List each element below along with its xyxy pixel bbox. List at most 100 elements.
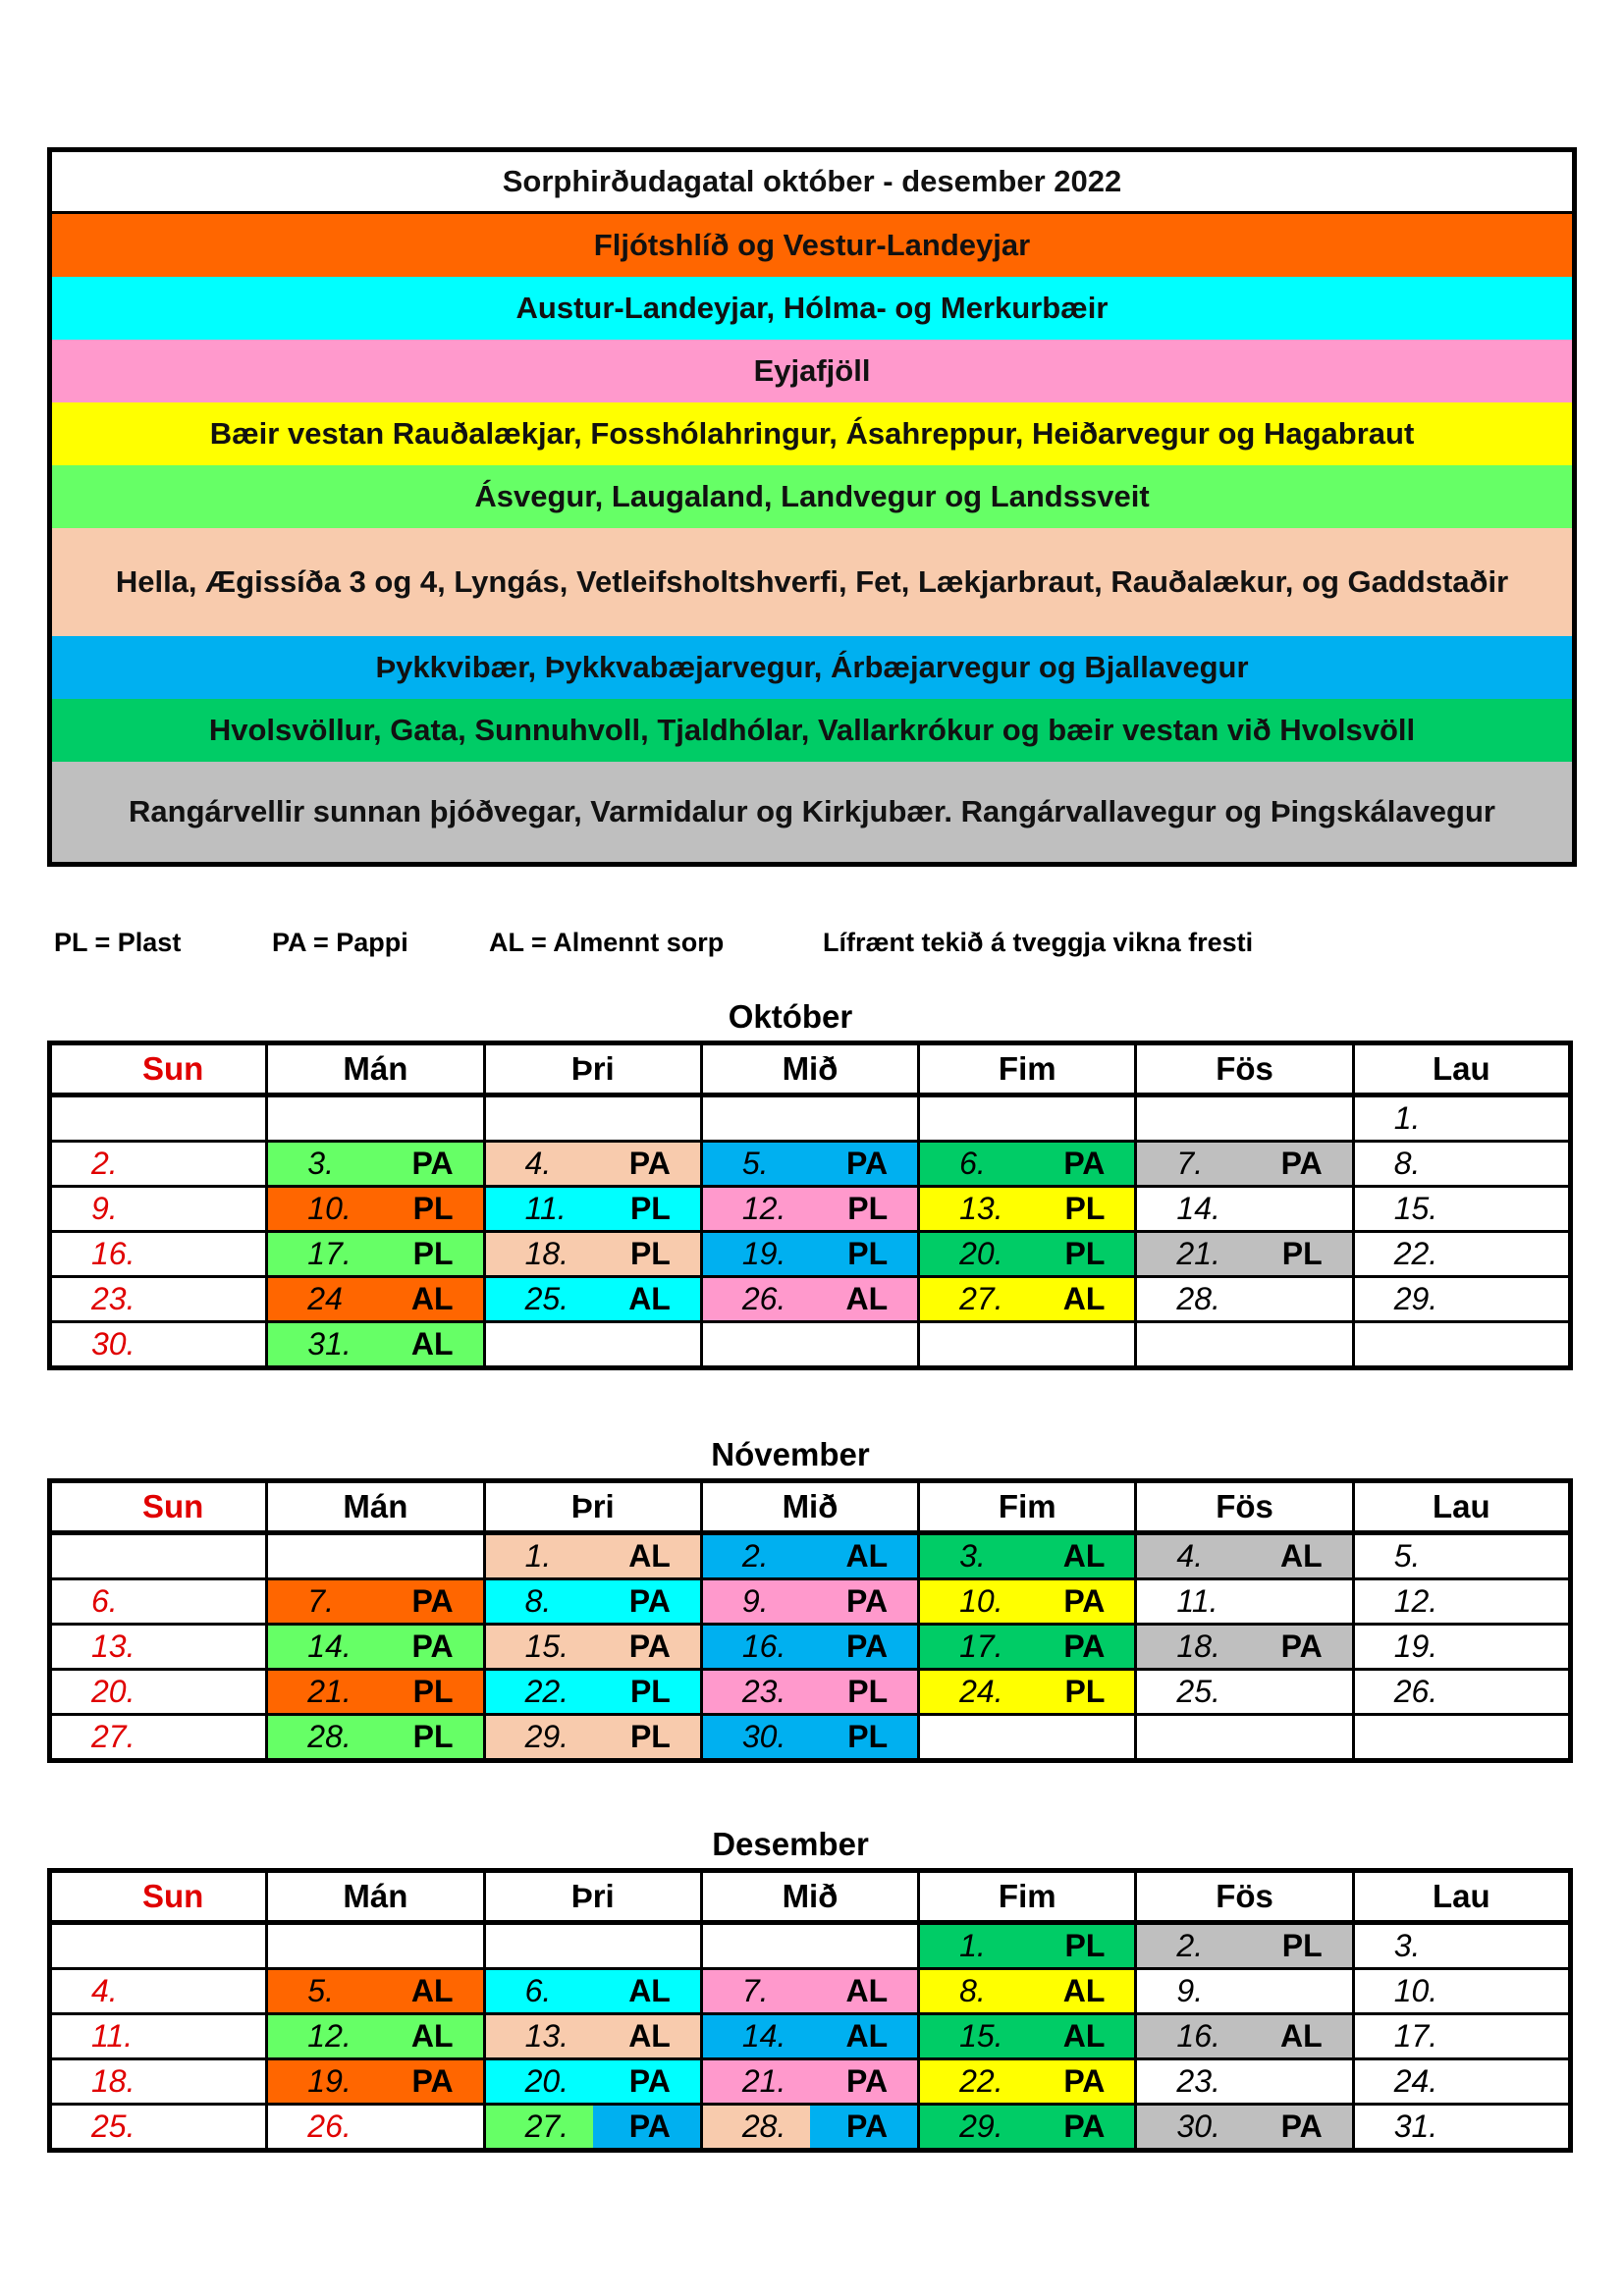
- weekday-header: Sun: [47, 1869, 269, 1925]
- day-cell: 26.: [265, 2103, 486, 2152]
- day-number: 7.: [741, 1973, 769, 2008]
- collection-code: AL: [628, 1973, 671, 2008]
- day-cell: [1351, 1713, 1573, 1762]
- weekday-header: Lau: [1351, 1869, 1573, 1925]
- day-cell: 14. PA: [265, 1623, 486, 1671]
- collection-code: PA: [411, 1629, 454, 1664]
- day-cell: 23.: [47, 1275, 269, 1323]
- collection-code: PA: [1063, 1629, 1106, 1664]
- weekday-header: Þri: [482, 1869, 703, 1925]
- collection-code: PL: [412, 1191, 454, 1226]
- collection-code: AL: [410, 2018, 454, 2054]
- area-legend: Sorphirðudagatal október - desember 2022…: [47, 147, 1577, 867]
- weekday-header: Mán: [265, 1041, 486, 1097]
- area-row: Austur-Landeyjar, Hólma- og Merkurbæir: [52, 277, 1572, 340]
- day-cell: 7. PA: [1134, 1140, 1355, 1188]
- day-number: 15.: [959, 2018, 1003, 2054]
- weekday-header: Lau: [1351, 1041, 1573, 1097]
- day-number: 21.: [1176, 1236, 1220, 1271]
- day-cell: [1134, 1094, 1355, 1143]
- day-cell: 13. PL: [917, 1185, 1138, 1233]
- day-cell: 5.: [1351, 1531, 1573, 1580]
- weekday-header: Mán: [265, 1869, 486, 1925]
- weekday-header: Fös: [1134, 1041, 1355, 1097]
- collection-code: PA: [846, 1583, 889, 1619]
- day-cell: 23. PL: [699, 1668, 921, 1716]
- collection-code: PA: [1280, 1629, 1323, 1664]
- calendar-title: Sorphirðudagatal október - desember 2022: [52, 152, 1572, 214]
- collection-code: PL: [847, 1719, 889, 1754]
- day-cell: [482, 1094, 703, 1143]
- day-number: 20.: [959, 1236, 1003, 1271]
- day-number: 30.: [741, 1719, 786, 1754]
- month-title: Október: [728, 998, 853, 1035]
- collection-code: PA: [1063, 2063, 1106, 2099]
- day-cell: 2. AL: [699, 1531, 921, 1580]
- day-number: 14.: [1176, 1191, 1220, 1226]
- day-number: 9.: [91, 1191, 118, 1226]
- day-number: 22.: [1393, 1236, 1438, 1271]
- day-number: 21.: [741, 2063, 786, 2099]
- day-number: 25.: [524, 1281, 569, 1316]
- collection-code: PL: [1064, 1928, 1106, 1963]
- day-number: 6.: [524, 1973, 552, 2008]
- day-number: 26.: [1393, 1674, 1438, 1709]
- day-cell: 7. AL: [699, 1967, 921, 2015]
- day-number: 10.: [959, 1583, 1003, 1619]
- day-number: 26.: [307, 2109, 352, 2144]
- day-number: 3.: [307, 1146, 334, 1181]
- day-cell: [917, 1713, 1138, 1762]
- collection-code: PL: [1281, 1236, 1323, 1271]
- collection-code: PL: [1064, 1191, 1106, 1226]
- collection-code: PA: [411, 1583, 454, 1619]
- day-cell: 16. AL: [1134, 2012, 1355, 2060]
- collection-code: PA: [846, 2109, 889, 2144]
- day-number: 23.: [91, 1281, 135, 1316]
- day-number: 19.: [307, 2063, 352, 2099]
- day-number: 20.: [91, 1674, 135, 1709]
- collection-code: AL: [1062, 1538, 1106, 1574]
- weekday-header: Sun: [47, 1479, 269, 1535]
- collection-code: PL: [629, 1191, 671, 1226]
- day-number: 18.: [524, 1236, 569, 1271]
- day-number: 18.: [1176, 1629, 1220, 1664]
- day-cell: 21. PL: [265, 1668, 486, 1716]
- day-cell: 8. PA: [482, 1577, 703, 1626]
- day-number: 16.: [91, 1236, 135, 1271]
- day-number: 2.: [1176, 1928, 1204, 1963]
- day-cell: 15. PA: [482, 1623, 703, 1671]
- day-cell: 24.: [1351, 2057, 1573, 2106]
- day-cell: 11. PL: [482, 1185, 703, 1233]
- collection-code: AL: [845, 1973, 889, 2008]
- day-number: 13.: [524, 2018, 569, 2054]
- collection-code: PL: [847, 1236, 889, 1271]
- day-cell: 3. PA: [265, 1140, 486, 1188]
- day-number: 8.: [524, 1583, 552, 1619]
- day-number: 23.: [1176, 2063, 1220, 2099]
- collection-code: AL: [410, 1281, 454, 1316]
- key-pappi: PA = Pappi: [272, 928, 408, 957]
- day-cell: 20.: [47, 1668, 269, 1716]
- day-number: 28.: [307, 1719, 352, 1754]
- day-number: 28.: [741, 2109, 786, 2144]
- day-cell: 22. PA: [917, 2057, 1138, 2106]
- day-cell: 27. AL: [917, 1275, 1138, 1323]
- area-row: Hvolsvöllur, Gata, Sunnuhvoll, Tjaldhóla…: [52, 699, 1572, 762]
- month-calendar: Sun Mán Þri Mið Fim Fös Lau 1. PL 2. PL 3. 4. 5. AL 6. A…: [47, 1868, 1573, 2153]
- day-number: 8.: [959, 1973, 986, 2008]
- day-cell: 17. PA: [917, 1623, 1138, 1671]
- day-number: 10.: [1393, 1973, 1438, 2008]
- day-cell: 14.: [1134, 1185, 1355, 1233]
- collection-code: PL: [1281, 1928, 1323, 1963]
- day-cell: 19.: [1351, 1623, 1573, 1671]
- day-cell: 9.: [1134, 1967, 1355, 2015]
- collection-code: AL: [1280, 2018, 1323, 2054]
- day-cell: 19. PL: [699, 1230, 921, 1278]
- day-cell: 16. PA: [699, 1623, 921, 1671]
- day-number: 31.: [1393, 2109, 1438, 2144]
- day-number: 5.: [1393, 1538, 1421, 1574]
- day-number: 25.: [1176, 1674, 1220, 1709]
- day-cell: [482, 1320, 703, 1369]
- key-plast: PL = Plast: [54, 928, 182, 957]
- weekday-header: Lau: [1351, 1479, 1573, 1535]
